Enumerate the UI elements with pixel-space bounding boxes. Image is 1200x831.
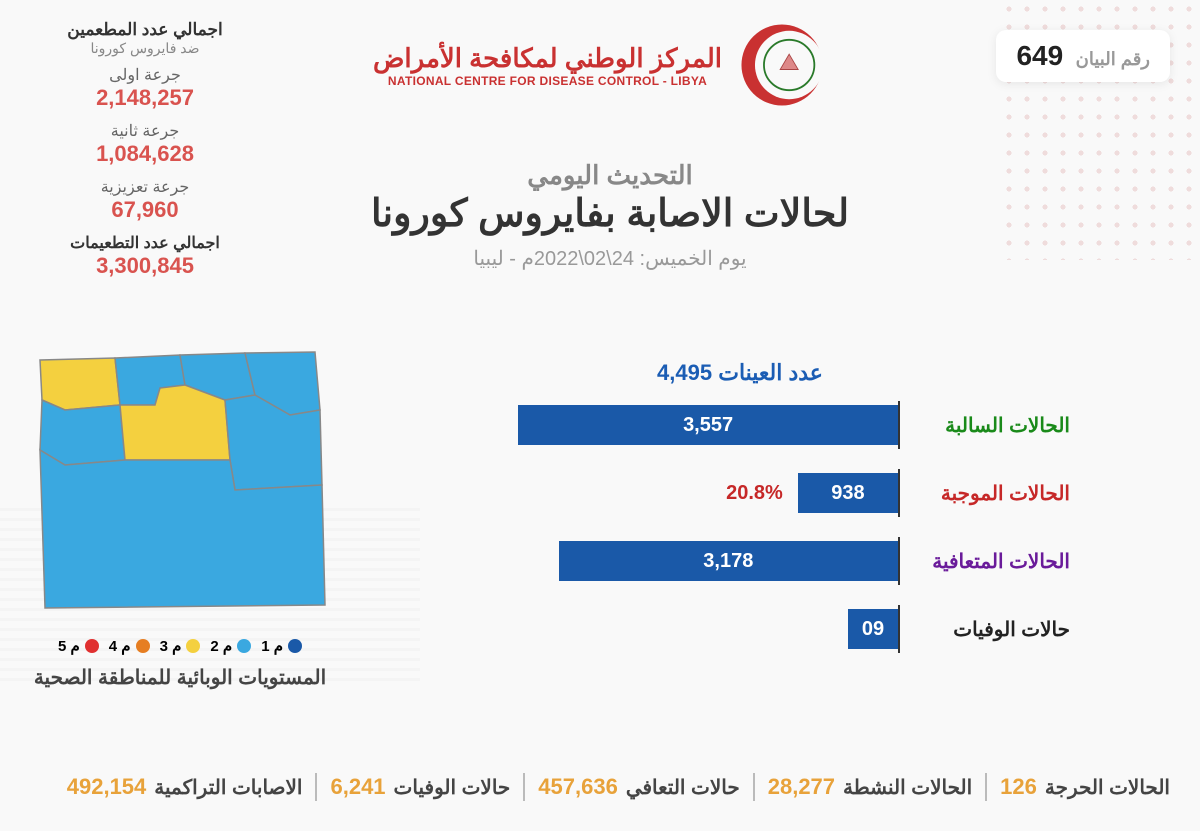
summary-footer: الحالات الحرجة 126 الحالات النشطة 28,277 حال…: [30, 773, 1170, 801]
legend-label: م 1: [261, 637, 283, 655]
footer-separator: [753, 773, 755, 801]
footer-label: الحالات الحرجة: [1045, 775, 1170, 800]
heading-line1: التحديث اليومي: [340, 160, 880, 191]
vax-row-label: جرعة تعزيزية: [40, 177, 250, 197]
vax-row-value: 2,148,257: [40, 85, 250, 111]
footer-separator: [523, 773, 525, 801]
legend-item: م 2: [210, 637, 251, 655]
cases-bar-chart: عدد العينات 4,495 الحالات السالبة3,557ال…: [410, 360, 1070, 653]
vax-row-label: اجمالي عدد التطعيمات: [40, 233, 250, 253]
vax-row-value: 67,960: [40, 197, 250, 223]
heading-line3: يوم الخميس: 24\02\2022م - ليبيا: [340, 246, 880, 271]
crescent-logo: [737, 20, 827, 110]
bar-row: الحالات السالبة3,557: [410, 401, 1070, 449]
libya-map: [30, 350, 330, 620]
org-name-ar: المركز الوطني لمكافحة الأمراض: [373, 43, 722, 74]
chart-title-label: عدد العينات: [718, 360, 823, 385]
footer-cell: حالات الوفيات 6,241: [330, 774, 510, 800]
vax-row: جرعة ثانية1,084,628: [40, 121, 250, 167]
bar-zone: 3,178: [410, 537, 900, 585]
chart-title-value: 4,495: [657, 360, 712, 385]
legend-dot: [136, 639, 150, 653]
vax-row-value: 1,084,628: [40, 141, 250, 167]
map-region: [40, 400, 125, 465]
legend-item: م 1: [261, 637, 302, 655]
legend-label: م 2: [210, 637, 232, 655]
map-region: [40, 358, 120, 410]
bar-zone: 938 20.8%: [410, 469, 900, 517]
bar-label: الحالات السالبة: [900, 413, 1070, 438]
footer-label: حالات الوفيات: [394, 775, 511, 800]
legend-dot: [186, 639, 200, 653]
bulletin-badge: رقم البيان 649: [996, 30, 1170, 82]
legend-dot: [237, 639, 251, 653]
footer-value: 492,154: [67, 774, 147, 800]
legend-item: م 4: [109, 637, 150, 655]
footer-value: 28,277: [768, 774, 835, 800]
footer-cell: الاصابات التراكمية 492,154: [67, 774, 303, 800]
legend-label: م 4: [109, 637, 131, 655]
bar: 3,178: [559, 541, 898, 581]
bar-pct: 20.8%: [726, 482, 783, 505]
bar-zone: 09: [410, 605, 900, 653]
legend-dot: [288, 639, 302, 653]
vax-header2: ضد فايروس كورونا: [40, 40, 250, 57]
logo-area: المركز الوطني لمكافحة الأمراض NATIONAL C…: [373, 20, 827, 110]
map-caption: المستويات الوبائية للمناطقة الصحية: [30, 665, 330, 690]
bar-row: الحالات الموجبة938 20.8%: [410, 469, 1070, 517]
heading-line2: لحالات الاصابة بفايروس كورونا: [340, 191, 880, 236]
legend-label: م 3: [160, 637, 182, 655]
footer-label: الاصابات التراكمية: [154, 775, 302, 800]
footer-cell: الحالات النشطة 28,277: [768, 774, 972, 800]
legend-item: م 5: [58, 637, 99, 655]
bar-label: الحالات المتعافية: [900, 549, 1070, 574]
footer-value: 6,241: [330, 774, 385, 800]
bar-zone: 3,557: [410, 401, 900, 449]
footer-cell: الحالات الحرجة 126: [1000, 774, 1170, 800]
footer-label: الحالات النشطة: [843, 775, 972, 800]
bar-label: حالات الوفيات: [900, 617, 1070, 642]
legend-label: م 5: [58, 637, 80, 655]
footer-separator: [315, 773, 317, 801]
vax-header1: اجمالي عدد المطعمين: [40, 20, 250, 40]
footer-separator: [985, 773, 987, 801]
vax-row: جرعة تعزيزية67,960: [40, 177, 250, 223]
vaccination-panel: اجمالي عدد المطعمين ضد فايروس كورونا جرع…: [40, 20, 250, 289]
bar: 09: [848, 609, 898, 649]
footer-label: حالات التعافي: [626, 775, 740, 800]
vax-row: جرعة اولى2,148,257: [40, 65, 250, 111]
bar: 3,557: [518, 405, 898, 445]
map-legend: م 1 م 2 م 3 م 4 م 5: [30, 637, 330, 655]
bar-label: الحالات الموجبة: [900, 481, 1070, 506]
legend-item: م 3: [160, 637, 201, 655]
bar-row: حالات الوفيات09: [410, 605, 1070, 653]
chart-title: عدد العينات 4,495: [410, 360, 1070, 386]
heading-block: التحديث اليومي لحالات الاصابة بفايروس كو…: [340, 160, 880, 271]
vax-row: اجمالي عدد التطعيمات3,300,845: [40, 233, 250, 279]
bar-row: الحالات المتعافية3,178: [410, 537, 1070, 585]
org-name-en: NATIONAL CENTRE FOR DISEASE CONTROL - LI…: [373, 74, 722, 88]
vax-row-label: جرعة ثانية: [40, 121, 250, 141]
legend-dot: [85, 639, 99, 653]
bar: 938: [798, 473, 898, 513]
vax-row-label: جرعة اولى: [40, 65, 250, 85]
logo-text: المركز الوطني لمكافحة الأمراض NATIONAL C…: [373, 43, 722, 88]
footer-value: 457,636: [538, 774, 618, 800]
map-panel: م 1 م 2 م 3 م 4 م 5 المستويات الوبائية للمنا…: [30, 350, 330, 690]
badge-number: 649: [1016, 40, 1063, 71]
main-container: رقم البيان 649 المركز الوطني لمكافحة الأ…: [0, 0, 1200, 831]
vax-row-value: 3,300,845: [40, 253, 250, 279]
footer-value: 126: [1000, 774, 1037, 800]
footer-cell: حالات التعافي 457,636: [538, 774, 739, 800]
badge-label: رقم البيان: [1076, 49, 1150, 69]
